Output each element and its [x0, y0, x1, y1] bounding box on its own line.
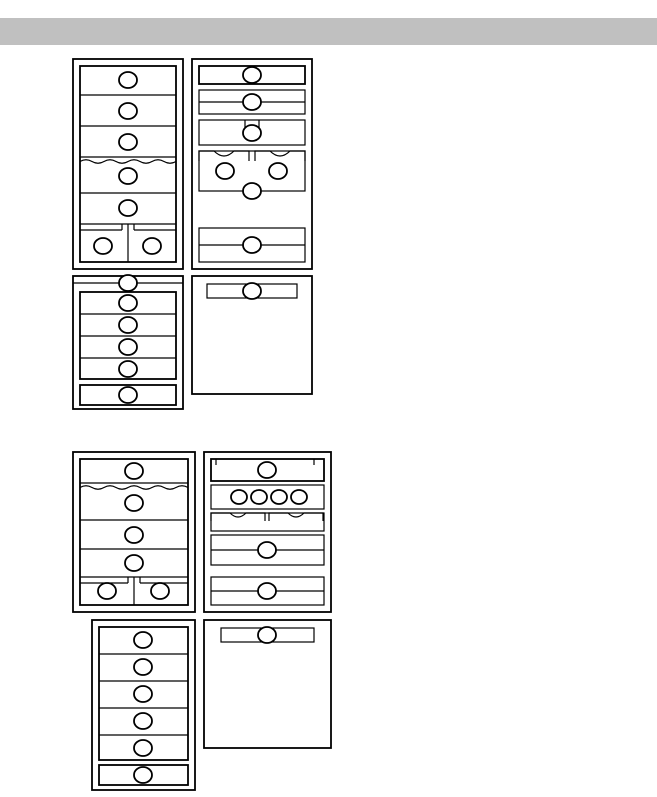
header-bar	[0, 18, 657, 45]
marker-circle	[251, 490, 267, 504]
marker-circle	[243, 94, 261, 110]
marker-circle	[269, 163, 287, 179]
marker-circle	[243, 283, 261, 299]
marker-circle	[125, 463, 143, 479]
marker-circle	[243, 125, 261, 141]
marker-circle	[243, 237, 261, 253]
marker-circle	[271, 490, 287, 504]
marker-circle	[94, 238, 112, 254]
marker-circle	[119, 275, 137, 291]
marker-circle	[119, 168, 137, 184]
marker-circle	[125, 527, 143, 543]
marker-circle	[119, 295, 137, 311]
marker-circle	[258, 583, 276, 599]
marker-circle	[231, 490, 247, 504]
marker-circle	[134, 632, 152, 648]
marker-circle	[143, 238, 161, 254]
tray-top	[199, 151, 249, 161]
marker-circle	[134, 659, 152, 675]
tray-top	[255, 151, 305, 161]
marker-circle	[125, 555, 143, 571]
marker-circle	[134, 686, 152, 702]
wavy-line	[80, 160, 176, 164]
marker-circle	[243, 183, 261, 199]
marker-circle	[258, 627, 276, 643]
marker-circle	[134, 713, 152, 729]
marker-circle	[258, 542, 276, 558]
marker-circle	[134, 767, 152, 783]
marker-circle	[119, 200, 137, 216]
marker-circle	[119, 339, 137, 355]
marker-circle	[243, 67, 261, 83]
marker-circle	[151, 583, 169, 599]
marker-circle	[119, 103, 137, 119]
marker-circle	[119, 134, 137, 150]
marker-circle	[119, 387, 137, 403]
marker-circle	[291, 490, 307, 504]
marker-circle	[134, 740, 152, 756]
marker-circle	[125, 495, 143, 511]
marker-circle	[258, 462, 276, 478]
marker-circle	[119, 361, 137, 377]
marker-circle	[216, 163, 234, 179]
marker-circle	[119, 72, 137, 88]
door-shelf	[211, 513, 324, 531]
marker-circle	[119, 317, 137, 333]
tray-top	[269, 513, 323, 521]
marker-circle	[98, 583, 116, 599]
tray-top	[211, 513, 265, 521]
wavy-line	[80, 486, 188, 490]
